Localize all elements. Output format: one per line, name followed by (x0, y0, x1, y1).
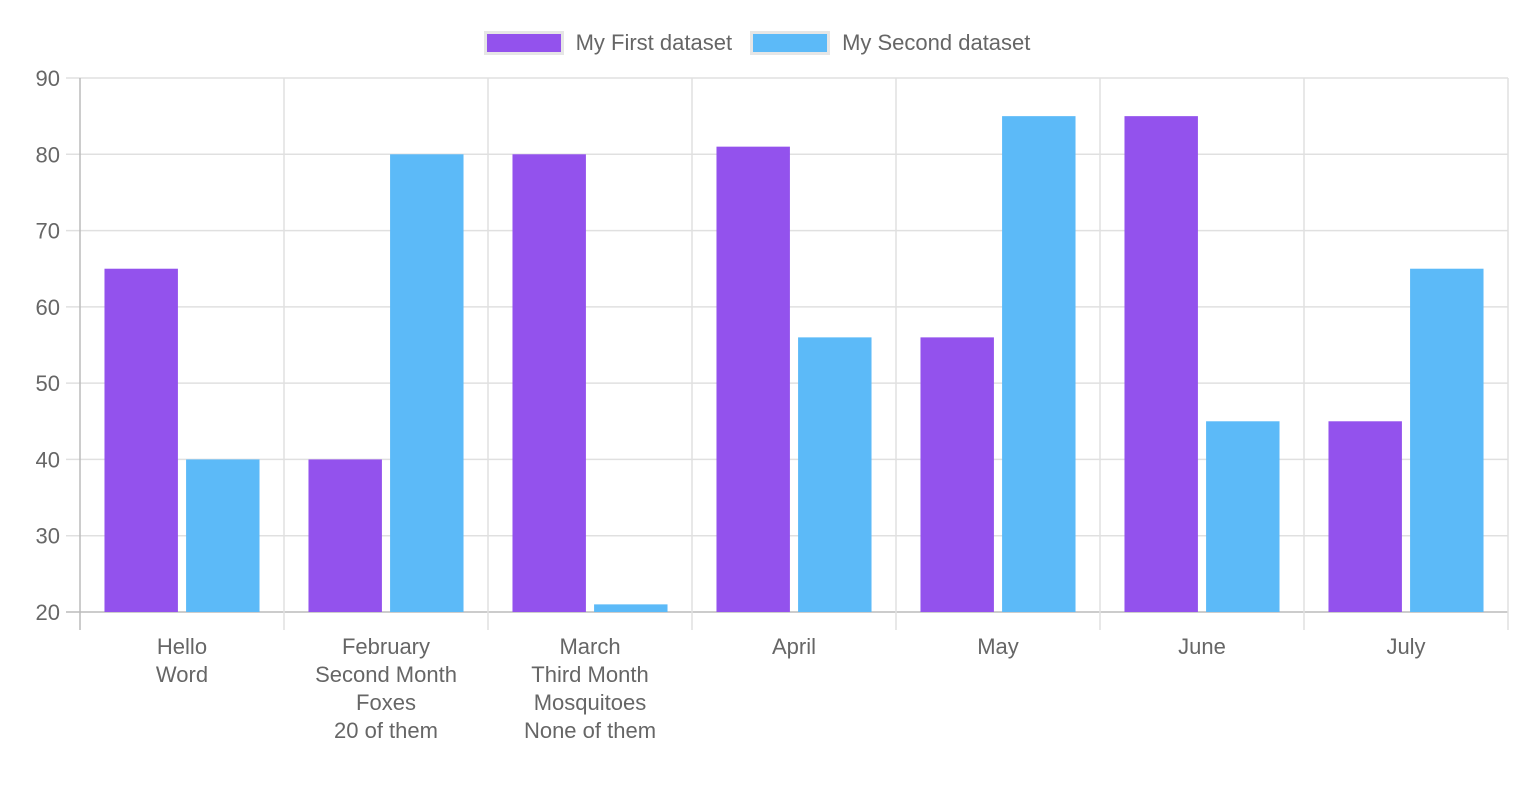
x-tick-label: None of them (524, 718, 656, 743)
y-tick-label: 50 (36, 371, 60, 396)
bar-second-dataset (1206, 421, 1280, 612)
bar-first-dataset (104, 268, 178, 612)
bar-second-dataset (594, 604, 668, 612)
y-tick-label: 70 (36, 219, 60, 244)
bar-second-dataset (798, 337, 872, 612)
x-tick-label: February (342, 634, 430, 659)
bar-first-dataset (1124, 116, 1198, 613)
x-tick-label: Third Month (531, 662, 648, 687)
legend: My First dataset My Second dataset (0, 30, 1514, 56)
legend-swatch-second-dataset (750, 31, 831, 55)
bar-second-dataset (1002, 116, 1076, 613)
x-tick-label: March (559, 634, 620, 659)
x-tick-label: June (1178, 634, 1226, 659)
x-tick-label: Mosquitoes (534, 690, 647, 715)
bar-first-dataset (920, 337, 994, 612)
x-tick-label: July (1386, 634, 1425, 659)
x-tick-label: May (977, 634, 1019, 659)
x-tick-label: Word (156, 662, 208, 687)
x-tick-label: April (772, 634, 816, 659)
bar-second-dataset (390, 154, 464, 613)
bar-second-dataset (1410, 268, 1484, 612)
y-tick-label: 80 (36, 142, 60, 167)
legend-item-first-dataset[interactable]: My First dataset (483, 30, 733, 56)
legend-label-first-dataset: My First dataset (575, 30, 733, 55)
y-tick-label: 40 (36, 447, 60, 472)
legend-item-second-dataset[interactable]: My Second dataset (750, 30, 1030, 56)
y-tick-label: 90 (36, 66, 60, 91)
x-tick-label: Foxes (356, 690, 416, 715)
bar-first-dataset (512, 154, 586, 613)
bar-second-dataset (186, 459, 260, 612)
bar-first-dataset (308, 459, 382, 612)
y-tick-label: 20 (36, 600, 60, 625)
x-tick-label: 20 of them (334, 718, 438, 743)
legend-label-second-dataset: My Second dataset (842, 30, 1031, 55)
x-tick-label: Hello (157, 634, 207, 659)
bar-first-dataset (716, 146, 790, 612)
y-tick-label: 30 (36, 524, 60, 549)
legend-swatch-first-dataset (483, 31, 564, 55)
x-tick-label: Second Month (315, 662, 457, 687)
bar-first-dataset (1328, 421, 1402, 612)
y-tick-label: 60 (36, 295, 60, 320)
